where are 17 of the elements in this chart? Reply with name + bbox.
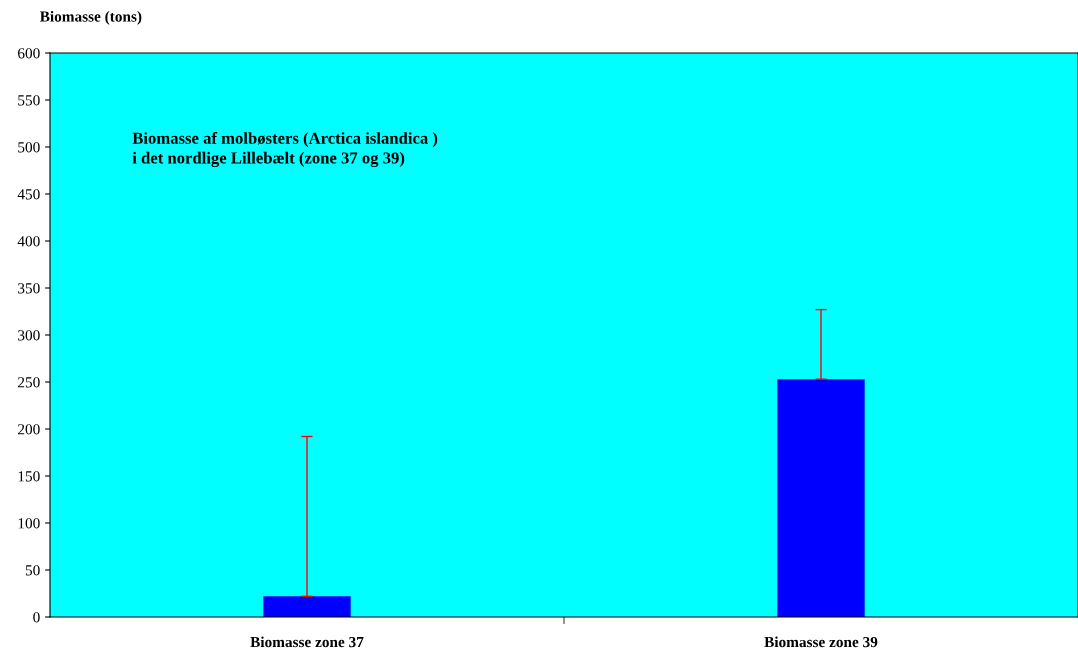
y-tick-label: 600 bbox=[18, 48, 40, 59]
y-tick-label: 550 bbox=[18, 95, 40, 106]
y-tick-label: 500 bbox=[18, 142, 40, 153]
y-tick-label: 300 bbox=[18, 330, 40, 341]
x-tick-label: Biomasse zone 39 bbox=[764, 636, 878, 648]
y-tick-label: 400 bbox=[17, 236, 40, 247]
y-tick-label: 0 bbox=[33, 612, 40, 623]
x-tick-label: Biomasse zone 37 bbox=[250, 636, 364, 648]
y-tick-label: 250 bbox=[18, 377, 40, 388]
y-axis-title: Biomasse (tons) bbox=[39, 10, 142, 25]
annotation: Biomasse af molbøsters (Arctica islandica ) i det nordlige Lillebælt (zone 37 og 39) bbox=[132, 131, 438, 168]
y-tick-label: 100 bbox=[18, 518, 40, 529]
y-tick-label: 350 bbox=[18, 283, 40, 294]
y-tick-label: 150 bbox=[18, 471, 40, 482]
y-tick-label: 50 bbox=[25, 565, 40, 576]
y-tick-label: 200 bbox=[18, 424, 40, 435]
y-tick-label: 450 bbox=[17, 189, 40, 200]
